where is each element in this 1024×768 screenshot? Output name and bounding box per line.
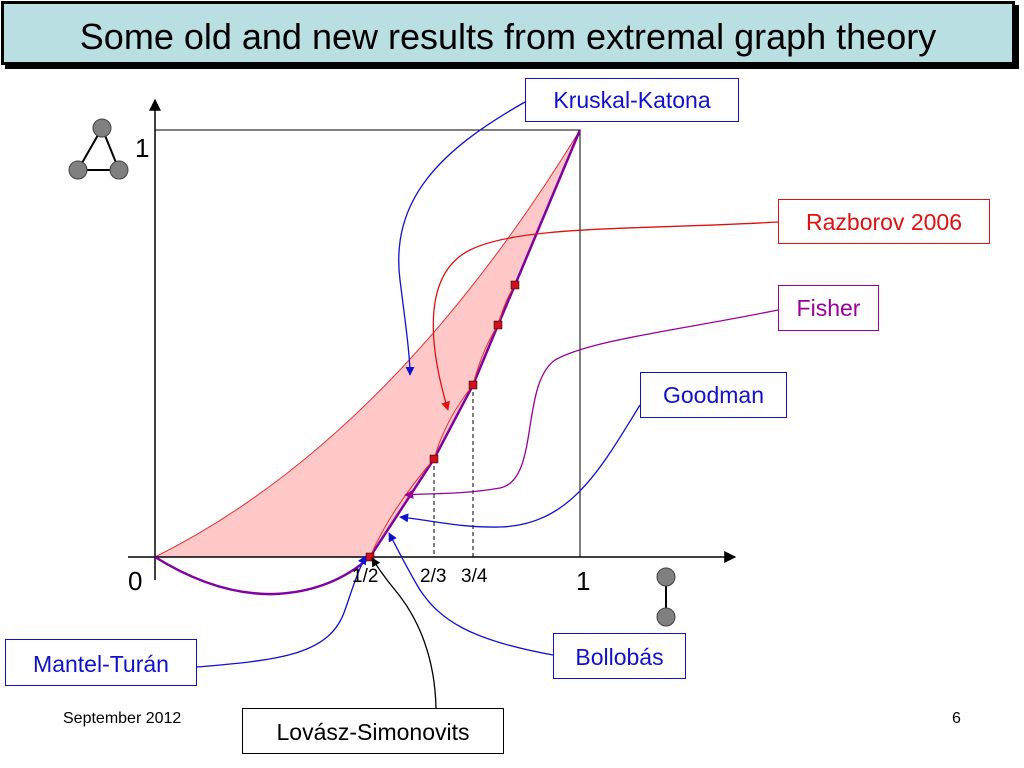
label-fisher: Fisher [778, 285, 879, 331]
below-axis-curve [154, 555, 371, 596]
marker-two-thirds [429, 454, 439, 464]
axis-label-origin: 0 [128, 566, 142, 596]
mantel-turan-arrow [196, 555, 367, 668]
label-goodman: Goodman [640, 372, 787, 418]
bollobas-arrow [388, 532, 554, 656]
tick-label-two-thirds: 2/3 [420, 566, 446, 587]
scalloped-segment [369, 284, 516, 558]
goodman-arrow [399, 404, 641, 528]
edge-graph-icon [656, 567, 676, 627]
label-lovasz-simonovits: Lovász-Simonovits [242, 708, 504, 754]
lovasz-simonovits-arrow [371, 557, 437, 709]
label-razborov: Razborov 2006 [778, 199, 990, 244]
triangle-graph-icon [68, 118, 129, 180]
tick-label-half: 1/2 [352, 566, 378, 587]
fisher-arrow [404, 309, 779, 499]
marker-five-sixths [510, 280, 520, 290]
title-bar: Some old and new results from extremal g… [1, 1, 1015, 65]
feasible-region [154, 129, 581, 558]
page-number: 6 [952, 710, 961, 727]
tick-label-three-quarters: 3/4 [461, 566, 488, 587]
marker-three-quarters [468, 380, 478, 390]
kruskal-katona-arrow [398, 101, 526, 376]
razborov-arrow [432, 221, 779, 411]
axis-label-y-max: 1 [135, 133, 149, 163]
marker-four-fifths [493, 320, 503, 330]
lower-boundary-curve [368, 129, 582, 558]
slide-title: Some old and new results from extremal g… [79, 16, 937, 57]
label-kruskal-katona: Kruskal-Katona [525, 78, 739, 122]
footer-date: September 2012 [63, 710, 182, 727]
label-mantel-turan: Mantel-Turán [5, 639, 197, 686]
axis-label-x-max: 1 [576, 566, 590, 596]
label-bollobas: Bollobás [553, 633, 686, 679]
